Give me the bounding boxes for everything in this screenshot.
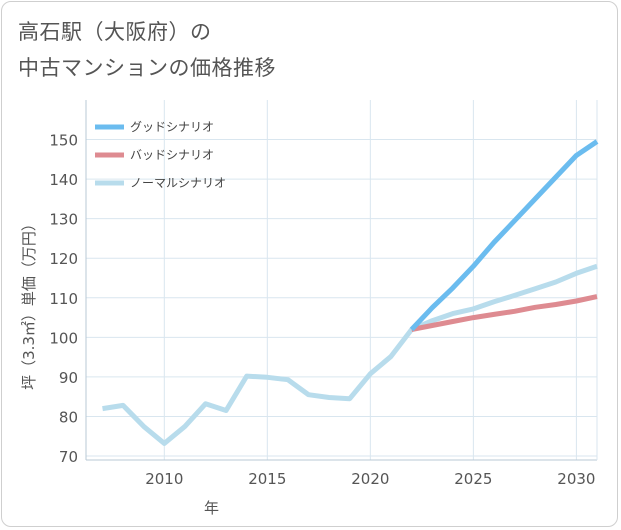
chart-title-line-1: 高石駅（大阪府）の bbox=[18, 20, 212, 44]
x-tick-label: 2010 bbox=[145, 470, 183, 488]
series-line-0 bbox=[409, 139, 599, 332]
series-lines bbox=[102, 139, 599, 446]
legend-label: ノーマルシナリオ bbox=[130, 176, 226, 190]
y-tick-label: 100 bbox=[49, 329, 78, 347]
y-tick-label: 110 bbox=[49, 290, 78, 308]
x-tick-label: 2030 bbox=[557, 470, 595, 488]
y-tick-label: 130 bbox=[49, 211, 78, 229]
x-tick-label: 2020 bbox=[351, 470, 389, 488]
y-tick-label: 80 bbox=[59, 408, 78, 426]
chart-title: 高石駅（大阪府）の 中古マンションの価格推移 bbox=[18, 14, 276, 86]
x-tick-label: 2025 bbox=[454, 470, 492, 488]
chart-title-line-2: 中古マンションの価格推移 bbox=[18, 56, 276, 80]
y-tick-label: 70 bbox=[59, 448, 78, 466]
y-tick-label: 90 bbox=[59, 369, 78, 387]
y-tick-label: 150 bbox=[49, 132, 78, 150]
grid bbox=[86, 100, 597, 460]
x-axis-label: 年 bbox=[204, 499, 219, 517]
y-tick-label: 140 bbox=[49, 171, 78, 189]
series-line-1 bbox=[411, 294, 598, 332]
x-tick-label: 2015 bbox=[248, 470, 286, 488]
axes: 2010 2015 2020 2025 2030 70 80 90 100 110 120 130 14… bbox=[49, 100, 598, 488]
series-line-2 bbox=[102, 263, 598, 446]
y-tick-label: 120 bbox=[49, 250, 78, 268]
legend-label: グッドシナリオ bbox=[130, 120, 214, 134]
y-axis-label: 坪（3.3㎡）単価（万円） bbox=[20, 216, 38, 390]
legend-label: バッドシナリオ bbox=[130, 148, 214, 162]
